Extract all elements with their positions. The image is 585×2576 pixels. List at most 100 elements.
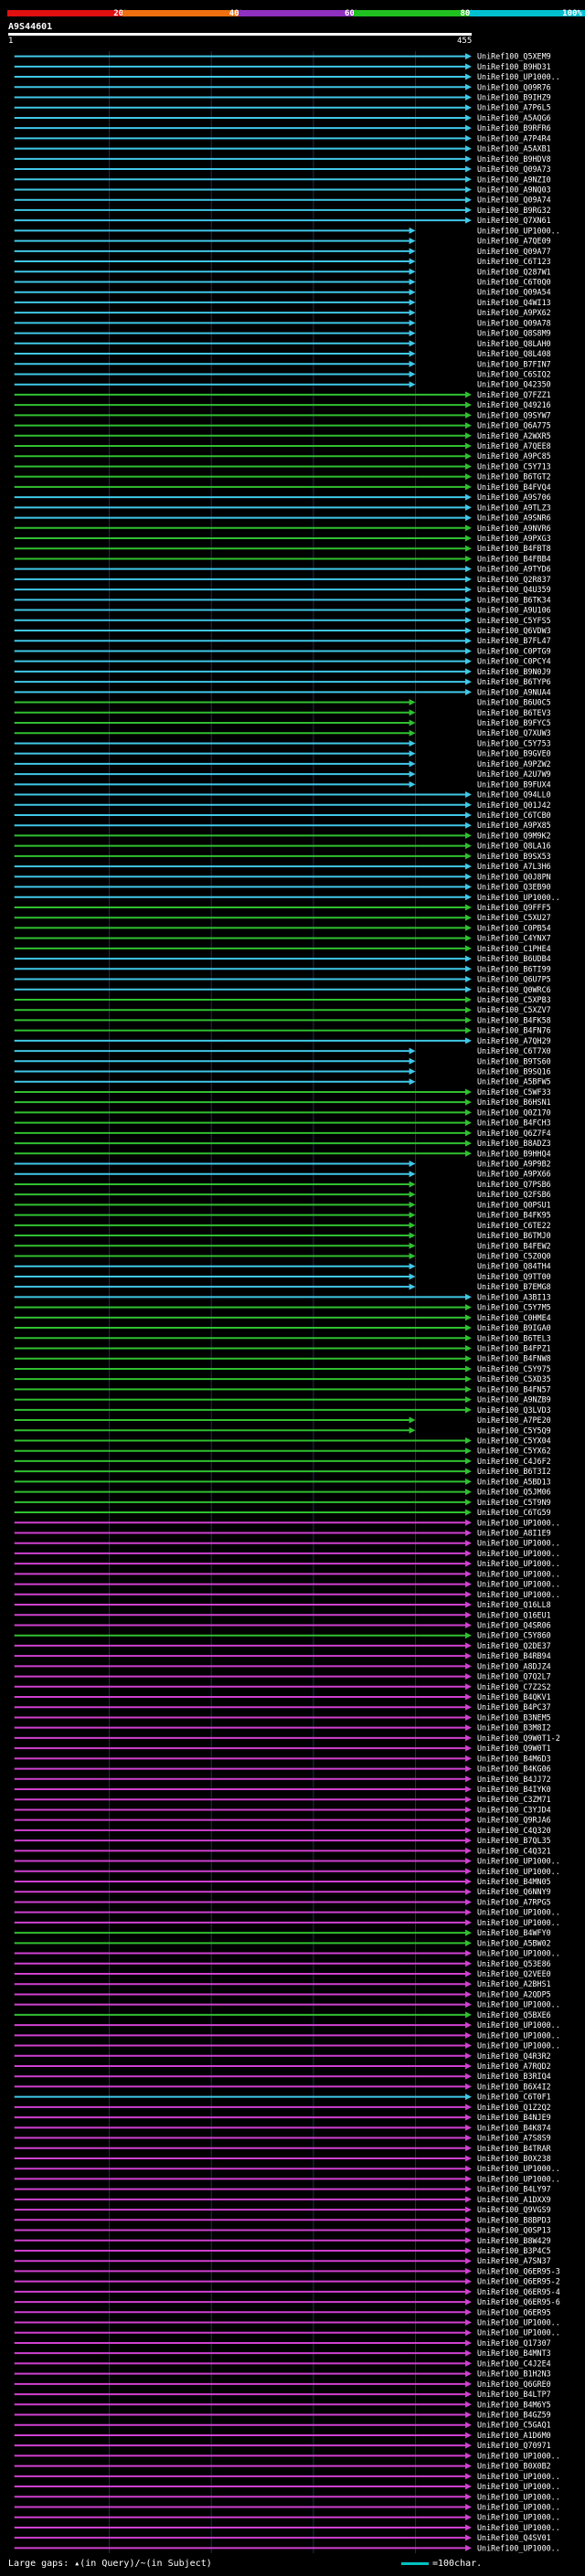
hit-label[interactable]: UniRef100_A7QH29 xyxy=(477,1036,551,1045)
hit-label[interactable]: UniRef100_C5Y860 xyxy=(477,1631,551,1640)
hit-label[interactable]: UniRef100_B9N0J9 xyxy=(477,667,551,676)
hit-label[interactable]: UniRef100_B4MN05 xyxy=(477,1877,551,1886)
hit-label[interactable]: UniRef100_Q0SP13 xyxy=(477,2226,551,2235)
hit-label[interactable]: UniRef100_C5Z0Q0 xyxy=(477,1252,551,1261)
hit-label[interactable]: UniRef100_C6TCB0 xyxy=(477,811,551,820)
hit-label[interactable]: UniRef100_UP1000.. xyxy=(477,2472,560,2481)
hit-label[interactable]: UniRef100_C3YJD4 xyxy=(477,1805,551,1814)
hit-label[interactable]: UniRef100_B6X4I2 xyxy=(477,2082,551,2091)
hit-label[interactable]: UniRef100_C4J2E4 xyxy=(477,2359,551,2368)
hit-label[interactable]: UniRef100_UP1000.. xyxy=(477,2492,560,2501)
hit-label[interactable]: UniRef100_A9PX85 xyxy=(477,821,551,830)
hit-label[interactable]: UniRef100_UP1000.. xyxy=(477,2482,560,2491)
hit-label[interactable]: UniRef100_Q4SR06 xyxy=(477,1620,551,1629)
hit-label[interactable]: UniRef100_Q4R3R2 xyxy=(477,2051,551,2061)
hit-label[interactable]: UniRef100_A9S706 xyxy=(477,493,551,502)
hit-label[interactable]: UniRef100_Q1Z2Q2 xyxy=(477,2103,551,2112)
hit-label[interactable]: UniRef100_B6TMJ0 xyxy=(477,1231,551,1240)
hit-label[interactable]: UniRef100_A2BHS1 xyxy=(477,1979,551,1988)
hit-label[interactable]: UniRef100_UP1000.. xyxy=(477,2000,560,2009)
hit-label[interactable]: UniRef100_C6TE22 xyxy=(477,1221,551,1230)
hit-label[interactable]: UniRef100_C3ZM71 xyxy=(477,1795,551,1804)
hit-label[interactable]: UniRef100_A5BD13 xyxy=(477,1477,551,1486)
hit-label[interactable]: UniRef100_UP1000.. xyxy=(477,1918,560,1927)
hit-label[interactable]: UniRef100_Q17307 xyxy=(477,2338,551,2348)
hit-label[interactable]: UniRef100_Q70971 xyxy=(477,2441,551,2450)
hit-label[interactable]: UniRef100_Q9RJA6 xyxy=(477,1816,551,1825)
hit-label[interactable]: UniRef100_Q94LL0 xyxy=(477,790,551,800)
hit-label[interactable]: UniRef100_B9TS60 xyxy=(477,1056,551,1065)
hit-label[interactable]: UniRef100_UP1000.. xyxy=(477,2503,560,2512)
hit-label[interactable]: UniRef100_Q5XEM9 xyxy=(477,52,551,61)
hit-label[interactable]: UniRef100_Q8L408 xyxy=(477,349,551,358)
hit-label[interactable]: UniRef100_C0PB54 xyxy=(477,923,551,932)
hit-label[interactable]: UniRef100_Q42350 xyxy=(477,380,551,389)
hit-label[interactable]: UniRef100_UP1000.. xyxy=(477,2030,560,2040)
hit-label[interactable]: UniRef100_B6TK34 xyxy=(477,595,551,604)
hit-label[interactable]: UniRef100_B4RB94 xyxy=(477,1651,551,1660)
hit-label[interactable]: UniRef100_C5XZV7 xyxy=(477,1005,551,1014)
hit-label[interactable]: UniRef100_B9IHZ9 xyxy=(477,92,551,101)
hit-label[interactable]: UniRef100_B7EMG8 xyxy=(477,1282,551,1291)
hit-label[interactable]: UniRef100_C4J6F2 xyxy=(477,1457,551,1466)
hit-label[interactable]: UniRef100_B4NJE9 xyxy=(477,2113,551,2122)
hit-label[interactable]: UniRef100_A9PX66 xyxy=(477,1170,551,1179)
hit-label[interactable]: UniRef100_UP1000.. xyxy=(477,2318,560,2327)
hit-label[interactable]: UniRef100_A9NVR6 xyxy=(477,524,551,533)
hit-label[interactable]: UniRef100_A7RPG5 xyxy=(477,1897,551,1906)
hit-label[interactable]: UniRef100_B4FCH3 xyxy=(477,1118,551,1128)
hit-label[interactable]: UniRef100_B0X0B2 xyxy=(477,2462,551,2471)
hit-label[interactable]: UniRef100_UP1000.. xyxy=(477,2174,560,2183)
hit-label[interactable]: UniRef100_UP1000.. xyxy=(477,1590,560,1599)
hit-label[interactable]: UniRef100_B4LY97 xyxy=(477,2185,551,2194)
hit-label[interactable]: UniRef100_Q6GRE0 xyxy=(477,2380,551,2389)
hit-label[interactable]: UniRef100_C5GAQ1 xyxy=(477,2421,551,2430)
hit-label[interactable]: UniRef100_Q7FZZ1 xyxy=(477,390,551,399)
hit-label[interactable]: UniRef100_UP1000.. xyxy=(477,2543,560,2552)
hit-label[interactable]: UniRef100_B4IYK0 xyxy=(477,1785,551,1794)
hit-label[interactable]: UniRef100_A9TYD6 xyxy=(477,565,551,574)
hit-label[interactable]: UniRef100_C5YX62 xyxy=(477,1447,551,1456)
hit-label[interactable]: UniRef100_B4FN76 xyxy=(477,1026,551,1035)
hit-label[interactable]: UniRef100_Q8S8M9 xyxy=(477,329,551,338)
hit-label[interactable]: UniRef100_B9FUX4 xyxy=(477,779,551,789)
hit-label[interactable]: UniRef100_A9PXG3 xyxy=(477,534,551,543)
hit-label[interactable]: UniRef100_Q8LAH0 xyxy=(477,339,551,348)
hit-label[interactable]: UniRef100_Q09A77 xyxy=(477,247,551,256)
hit-label[interactable]: UniRef100_Q3LVD3 xyxy=(477,1405,551,1415)
hit-label[interactable]: UniRef100_Q6A775 xyxy=(477,421,551,430)
hit-label[interactable]: UniRef100_UP1000.. xyxy=(477,2041,560,2051)
hit-label[interactable]: UniRef100_A9SNR6 xyxy=(477,514,551,523)
hit-label[interactable]: UniRef100_B4FBB4 xyxy=(477,554,551,563)
hit-label[interactable]: UniRef100_B4MNT3 xyxy=(477,2348,551,2358)
hit-label[interactable]: UniRef100_Q3EB90 xyxy=(477,883,551,892)
hit-label[interactable]: UniRef100_A7QE09 xyxy=(477,237,551,246)
hit-label[interactable]: UniRef100_B9HD31 xyxy=(477,62,551,71)
hit-label[interactable]: UniRef100_Q5JM06 xyxy=(477,1488,551,1497)
hit-label[interactable]: UniRef100_UP1000.. xyxy=(477,1867,560,1876)
hit-label[interactable]: UniRef100_A5AQG6 xyxy=(477,113,551,122)
hit-label[interactable]: UniRef100_UP1000.. xyxy=(477,893,560,902)
hit-label[interactable]: UniRef100_B8BPD3 xyxy=(477,2215,551,2224)
hit-label[interactable]: UniRef100_B7FIN7 xyxy=(477,359,551,368)
hit-label[interactable]: UniRef100_Q84TH4 xyxy=(477,1262,551,1271)
hit-label[interactable]: UniRef100_Q9VGS9 xyxy=(477,2205,551,2214)
hit-label[interactable]: UniRef100_B9SX53 xyxy=(477,852,551,861)
hit-label[interactable]: UniRef100_B4KG06 xyxy=(477,1765,551,1774)
hit-label[interactable]: UniRef100_B4K874 xyxy=(477,2123,551,2132)
hit-label[interactable]: UniRef100_C6T0Q0 xyxy=(477,277,551,286)
hit-label[interactable]: UniRef100_Q0WRC6 xyxy=(477,985,551,994)
hit-label[interactable]: UniRef100_C5Y713 xyxy=(477,461,551,471)
hit-label[interactable]: UniRef100_C0PCY4 xyxy=(477,657,551,666)
hit-label[interactable]: UniRef100_A9NUA4 xyxy=(477,687,551,696)
hit-label[interactable]: UniRef100_UP1000.. xyxy=(477,2523,560,2532)
hit-label[interactable]: UniRef100_A5AXB1 xyxy=(477,144,551,154)
hit-label[interactable]: UniRef100_Q2FSB6 xyxy=(477,1190,551,1199)
hit-label[interactable]: UniRef100_C4YNX7 xyxy=(477,934,551,943)
hit-label[interactable]: UniRef100_C5YX04 xyxy=(477,1436,551,1445)
hit-label[interactable]: UniRef100_C0HME4 xyxy=(477,1313,551,1322)
hit-label[interactable]: UniRef100_C6T0F1 xyxy=(477,2093,551,2102)
hit-label[interactable]: UniRef100_B6TI99 xyxy=(477,964,551,973)
hit-label[interactable]: UniRef100_C5Y7M5 xyxy=(477,1303,551,1312)
hit-label[interactable]: UniRef100_B9HHQ4 xyxy=(477,1149,551,1158)
